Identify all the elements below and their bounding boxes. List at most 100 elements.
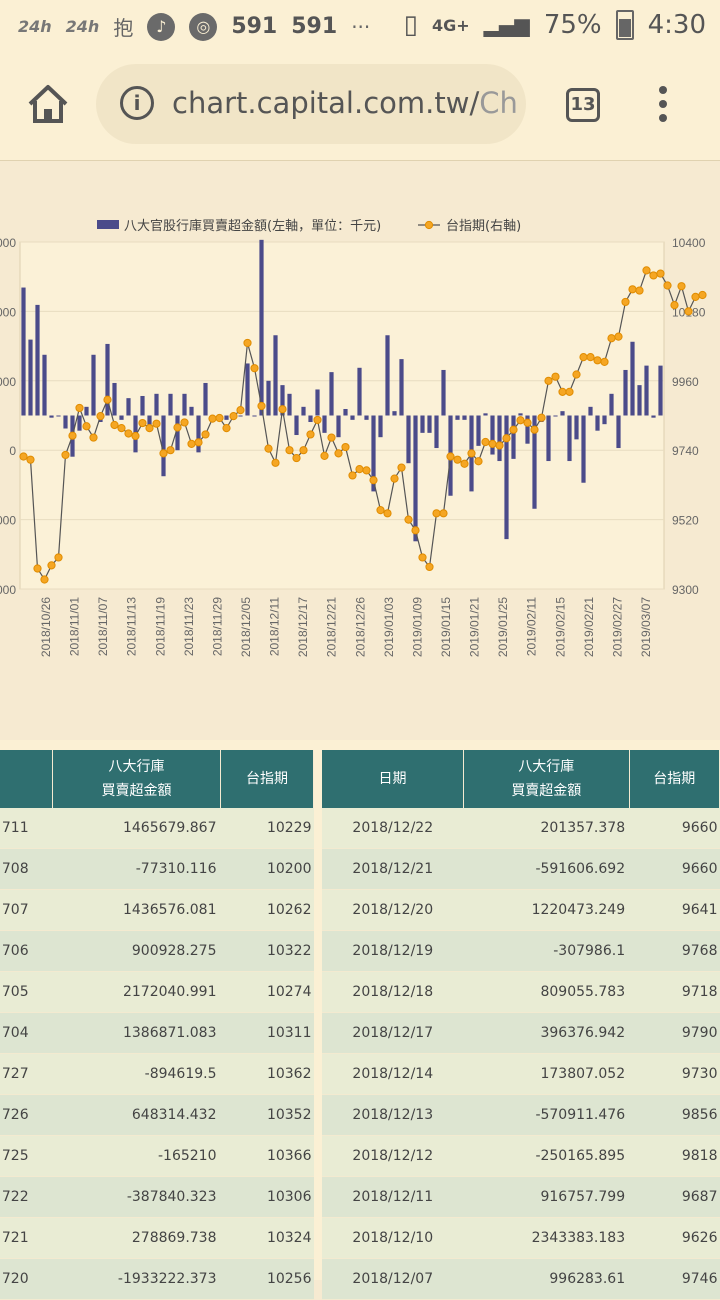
bar (630, 341, 635, 416)
line-point (19, 452, 28, 461)
address-bar[interactable]: i chart.capital.com.tw/Ch (96, 64, 526, 144)
bar (518, 413, 523, 416)
bar (350, 415, 355, 420)
bar (154, 393, 159, 416)
line-point (362, 466, 371, 475)
tab-switcher-button[interactable]: 13 (566, 88, 600, 122)
bar (483, 413, 488, 416)
bar (623, 369, 628, 416)
line-point (453, 455, 462, 464)
amount-cell: 2172040.991 (52, 971, 221, 1013)
bar (161, 415, 166, 477)
music-icon: ♪ (147, 12, 176, 41)
date-cell: 725 (0, 1135, 53, 1177)
line-point (565, 387, 574, 396)
table-row: 721 278869.738 10324 (0, 1217, 314, 1259)
amount-cell: 1220473.249 (463, 889, 630, 931)
app-24h-icon: 24h (65, 17, 100, 36)
index-cell: 9718 (629, 971, 720, 1013)
amount-cell: -570911.476 (463, 1094, 630, 1136)
column-header-amount: 八大行庫 買賣超金額 (52, 750, 221, 808)
line-point (439, 509, 448, 518)
line-point (264, 444, 273, 453)
index-cell: 10256 (220, 1258, 314, 1300)
app-24h-icon: 24h (18, 17, 52, 36)
line-point (677, 282, 686, 291)
line-point (89, 433, 98, 442)
legend-line-label: 台指期(右軸) (446, 219, 521, 234)
url-text[interactable]: chart.capital.com.tw/Ch (172, 86, 518, 120)
line-point (656, 269, 665, 278)
line-point (614, 332, 623, 341)
index-cell: 9856 (629, 1094, 720, 1136)
date-cell: 2018/12/13 (322, 1094, 464, 1136)
line-point (670, 300, 679, 310)
legend-line-marker (424, 220, 434, 230)
date-cell: 2018/12/11 (322, 1176, 464, 1218)
index-cell: 9641 (629, 889, 720, 931)
bar (497, 415, 502, 462)
bar (189, 406, 194, 416)
index-cell: 10306 (220, 1176, 314, 1218)
bar (567, 415, 572, 462)
bar (77, 415, 82, 431)
line-point (40, 575, 49, 584)
line-point (236, 406, 245, 415)
x-axis-tick-label: 2018/11/01 (68, 597, 82, 656)
bar (455, 415, 460, 420)
table-row: 2018/12/11 916757.799 9687 (322, 1176, 720, 1218)
line-point (173, 423, 182, 432)
data-table-left: 八大行庫 買賣超金額 台指期 711 1465679.867 10229 708 -773… (0, 750, 314, 1300)
home-icon[interactable] (26, 82, 70, 126)
x-axis-tick-label: 2018/12/26 (353, 597, 367, 657)
bar (476, 415, 481, 446)
line-point (691, 292, 700, 301)
bar (21, 287, 26, 416)
bar (287, 393, 292, 416)
date-cell: 708 (0, 848, 53, 890)
line-point (537, 413, 546, 422)
line-point (558, 387, 567, 396)
date-cell: 2018/12/19 (322, 930, 464, 972)
x-axis-tick-label: 2019/03/07 (639, 597, 653, 657)
date-cell: 2018/12/17 (322, 1012, 464, 1054)
table-row: 708 -77310.116 10200 (0, 848, 314, 890)
overflow-menu-icon[interactable] (656, 86, 670, 126)
index-cell: 10229 (220, 808, 314, 849)
bar (224, 415, 229, 420)
line-point (488, 439, 497, 448)
more-notifications-icon: ··· (351, 14, 371, 39)
line-point (124, 429, 133, 438)
line-point (33, 564, 42, 573)
amount-cell: -165210 (52, 1135, 221, 1177)
amount-cell: 1436576.081 (52, 889, 221, 931)
line-point (257, 401, 266, 411)
line-point (348, 471, 357, 480)
bar (658, 365, 663, 416)
line-point (593, 356, 602, 365)
bar (112, 382, 117, 416)
info-icon[interactable]: i (120, 86, 154, 120)
bar (434, 415, 439, 449)
date-cell: 2018/12/12 (322, 1135, 464, 1177)
data-table-right: 日期 八大行庫 買賣超金額 台指期 2018/12/22 201357.378 966… (322, 750, 720, 1300)
left-axis-tick-label: 0 (9, 444, 16, 458)
index-cell: 10262 (220, 889, 314, 931)
bar (259, 239, 264, 416)
notification-icons: 24h 24h 抱 ♪ ◎ 591 591 ··· (18, 12, 370, 41)
bar (343, 408, 348, 416)
line-point (271, 458, 280, 467)
amount-cell: 201357.378 (463, 808, 630, 849)
table-row: 2018/12/14 173807.052 9730 (322, 1053, 720, 1095)
line-point (600, 357, 609, 366)
amount-cell: -307986.1 (463, 930, 630, 972)
amount-cell: 1386871.083 (52, 1012, 221, 1054)
line-point (446, 452, 455, 461)
column-header-amount: 八大行庫 買賣超金額 (463, 750, 630, 808)
index-cell: 9730 (629, 1053, 720, 1095)
bar (168, 393, 173, 416)
right-axis-tick-label: 9960 (672, 375, 699, 389)
bar (609, 393, 614, 416)
bar (322, 415, 327, 433)
app-591-icon: 591 (291, 14, 338, 39)
